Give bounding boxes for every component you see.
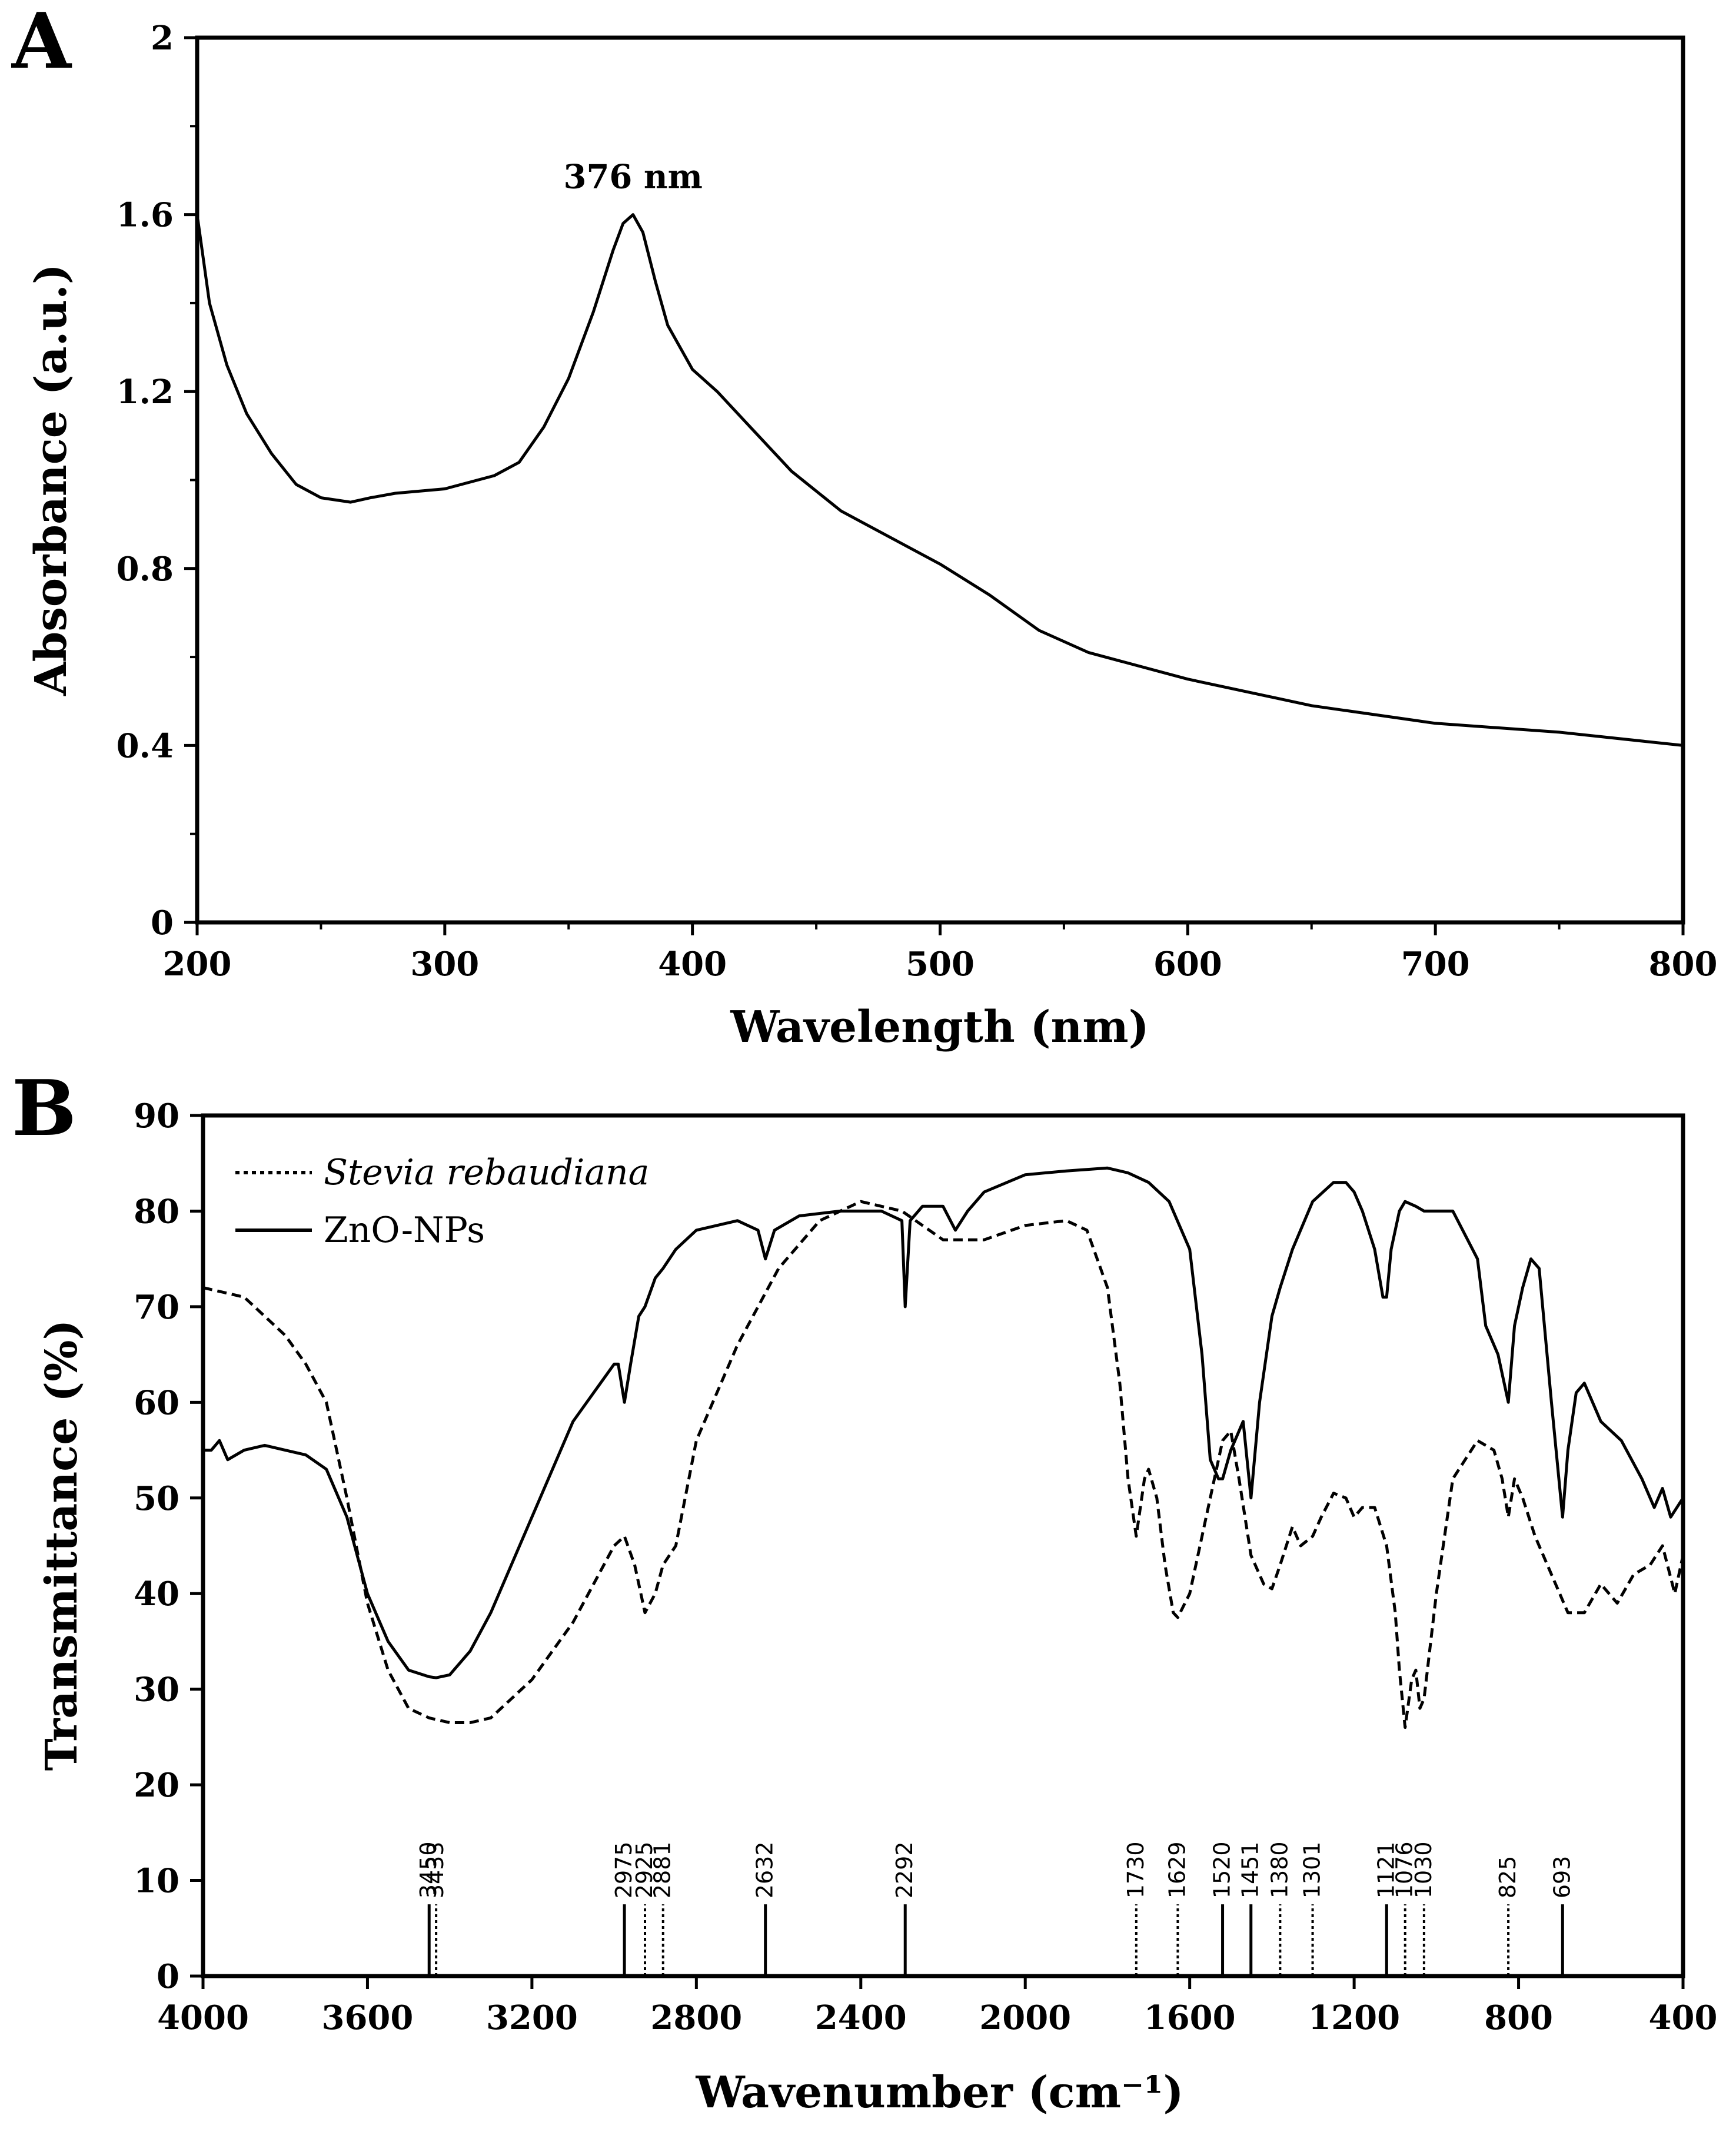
panel-a-y-axis-title: Absorbance (a.u.) — [26, 264, 77, 696]
panel-a-x-tick-label: 400 — [658, 945, 727, 984]
panel-a-y-tick-label: 2 — [151, 19, 174, 58]
peak-label-1629: 1629 — [1164, 1841, 1190, 1898]
panel-b-x-tick-label: 3200 — [486, 1998, 578, 2037]
peak-label-1121: 1121 — [1373, 1841, 1399, 1898]
panel-b-y-tick-label: 70 — [134, 1288, 179, 1327]
panel-a-y-tick-label: 0.4 — [117, 726, 174, 765]
panel-a-x-tick-label: 800 — [1649, 945, 1718, 984]
panel-b-plot-frame — [201, 1113, 1685, 1978]
panel-b-y-tick-label: 10 — [134, 1862, 179, 1901]
peak-label-1451: 1451 — [1238, 1841, 1263, 1898]
panel-a-y-tick-label: 1.2 — [117, 373, 174, 411]
panel-b-y-tick-label: 40 — [134, 1575, 179, 1613]
panel-a-x-tick-label: 200 — [163, 945, 232, 984]
panel-b-y-tick-label: 50 — [134, 1479, 179, 1518]
panel-b-x-tick-label: 3600 — [322, 1998, 414, 2037]
zno-nps-line — [203, 1166, 1685, 1679]
peak-label-693: 693 — [1549, 1856, 1575, 1899]
peak-label-1380: 1380 — [1266, 1841, 1292, 1898]
peak-label-1076: 1076 — [1392, 1841, 1418, 1898]
panel-a-x-tick-label: 600 — [1153, 945, 1222, 984]
legend-label-stevia: Stevia rebaudiana — [324, 1152, 649, 1193]
peak-label-1730: 1730 — [1123, 1841, 1149, 1898]
panel-b-x-tick-label: 800 — [1484, 1998, 1553, 2037]
panel-a-plot-frame — [195, 35, 1685, 925]
peak-label-1030: 1030 — [1411, 1841, 1436, 1898]
panel-a-y-tick-label: 0.8 — [117, 550, 174, 589]
peak-label-825: 825 — [1495, 1856, 1521, 1899]
panel-b-series-group — [202, 1166, 1685, 1729]
panel-b-x-tick-label: 2400 — [815, 1998, 907, 2037]
panel-a-letter: A — [11, 0, 72, 86]
panel-b-ticks: 4000 3600 3200 2800 2400 2000 1600 1200 800 40001… — [134, 1097, 1717, 2037]
panel-b-x-tick-label: 1200 — [1308, 1998, 1400, 2037]
stevia-rebaudiana-line — [202, 1200, 1685, 1729]
panel-a-ticks: 200 300 400 500 600 700 800 0 0.4 0.8 1.2 1.6 2 — [117, 19, 1718, 984]
peak-label-2632: 2632 — [752, 1841, 778, 1898]
panel-a-x-axis-title: Wavelength (nm) — [730, 1002, 1149, 1052]
peak-label-2925: 2925 — [631, 1841, 657, 1898]
peak-label-1301: 1301 — [1299, 1841, 1325, 1898]
panel-b-y-tick-label: 90 — [134, 1097, 179, 1135]
panel-b-x-tick-label: 1600 — [1144, 1998, 1236, 2037]
panel-b-y-tick-label: 20 — [134, 1766, 179, 1805]
panel-a-y-tick-label: 1.6 — [117, 196, 174, 235]
panel-b-x-axis-title: Wavenumber (cm⁻¹) — [695, 2067, 1183, 2118]
panel-b-x-tick-label: 400 — [1649, 1998, 1718, 2037]
peak-label-3433: 3433 — [423, 1841, 448, 1898]
panel-b-letter: B — [12, 1063, 77, 1153]
panel-b-x-tick-label: 2800 — [650, 1998, 742, 2037]
peak-label-2975: 2975 — [611, 1841, 637, 1898]
panel-b-y-tick-label: 30 — [134, 1671, 179, 1709]
panel-a-x-tick-label: 300 — [410, 945, 479, 984]
panel-a-x-tick-label: 500 — [906, 945, 975, 984]
panel-a-y-tick-label: 0 — [151, 904, 174, 942]
panel-a-series-group — [195, 213, 1684, 747]
panel-b-x-tick-label: 4000 — [157, 1998, 249, 2037]
panel-b-y-tick-label: 80 — [134, 1192, 179, 1231]
legend: Stevia rebaudiana ZnO-NPs — [235, 1152, 649, 1251]
uv-vis-absorbance-line — [195, 213, 1684, 747]
panel-a-x-tick-label: 700 — [1401, 945, 1470, 984]
peak-label-3450: 3450 — [415, 1841, 441, 1898]
panel-b-y-axis-title: Transmittance (%) — [36, 1320, 87, 1771]
legend-label-zno: ZnO-NPs — [324, 1210, 485, 1251]
peak-label-2292: 2292 — [892, 1841, 917, 1898]
panel-b-y-tick-label: 0 — [157, 1957, 179, 1996]
panel-a: A 200 300 400 500 600 700 800 0 0.4 0.8 1.2 1.6 2 37… — [11, 0, 1717, 1052]
panel-b-y-tick-label: 60 — [134, 1383, 179, 1422]
panel-b-x-tick-label: 2000 — [979, 1998, 1071, 2037]
peak-label-1520: 1520 — [1209, 1841, 1235, 1898]
peak-label-2881: 2881 — [650, 1841, 676, 1898]
peak-annotation: 376 nm — [563, 158, 702, 197]
